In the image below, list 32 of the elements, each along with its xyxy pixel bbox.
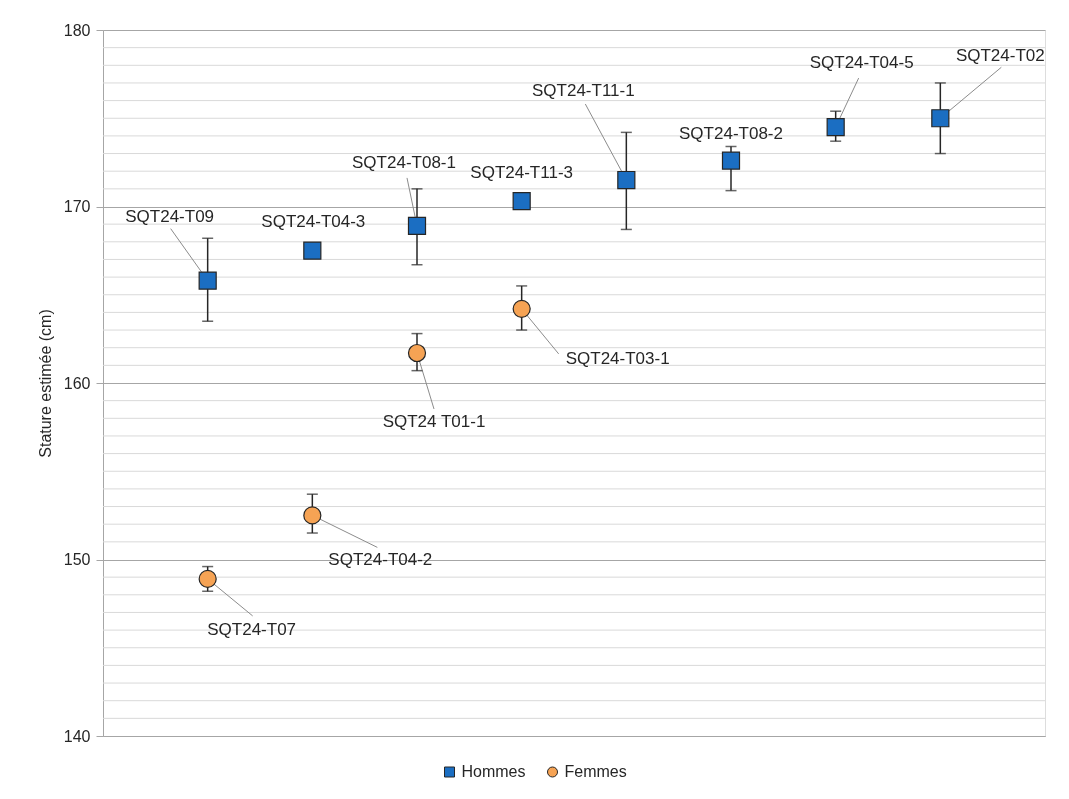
y-tick-label: 160 <box>63 374 91 392</box>
point <box>303 506 322 525</box>
data-label: SQT24 T01-1 <box>382 411 486 431</box>
data-label: SQT24-T09 <box>125 206 215 226</box>
y-tick-label: 170 <box>63 198 91 215</box>
point <box>826 117 845 137</box>
point <box>617 170 636 190</box>
point <box>512 192 531 211</box>
point <box>512 299 531 318</box>
point <box>198 271 217 290</box>
data-label: SQT24-T11-1 <box>532 81 635 101</box>
data-label: SQT24-T07 <box>207 619 297 639</box>
data-label: SQT24-T03-1 <box>565 348 670 368</box>
y-tick-label: 150 <box>63 551 91 568</box>
data-label: SQT24-T02 <box>955 46 1045 66</box>
point <box>931 109 950 128</box>
data-label: SQT24-T04-2 <box>328 550 433 570</box>
point <box>198 569 217 589</box>
point <box>407 216 427 236</box>
y-tick-label: 180 <box>63 21 91 39</box>
legend-label: Femmes <box>564 763 627 780</box>
point <box>721 151 741 170</box>
data-label: SQT24-T04-5 <box>809 53 914 73</box>
data-label: SQT24-T04-3 <box>261 211 366 231</box>
y-axis-title: Stature estimée (cm) <box>36 309 54 458</box>
point <box>303 241 322 260</box>
data-label: SQT24-T08-1 <box>352 152 456 172</box>
legend-label: Hommes <box>461 763 526 780</box>
data-label: SQT24-T11-3 <box>470 163 573 183</box>
point <box>407 343 427 363</box>
data-label: SQT24-T08-2 <box>679 123 783 143</box>
y-tick-label: 140 <box>63 727 91 745</box>
